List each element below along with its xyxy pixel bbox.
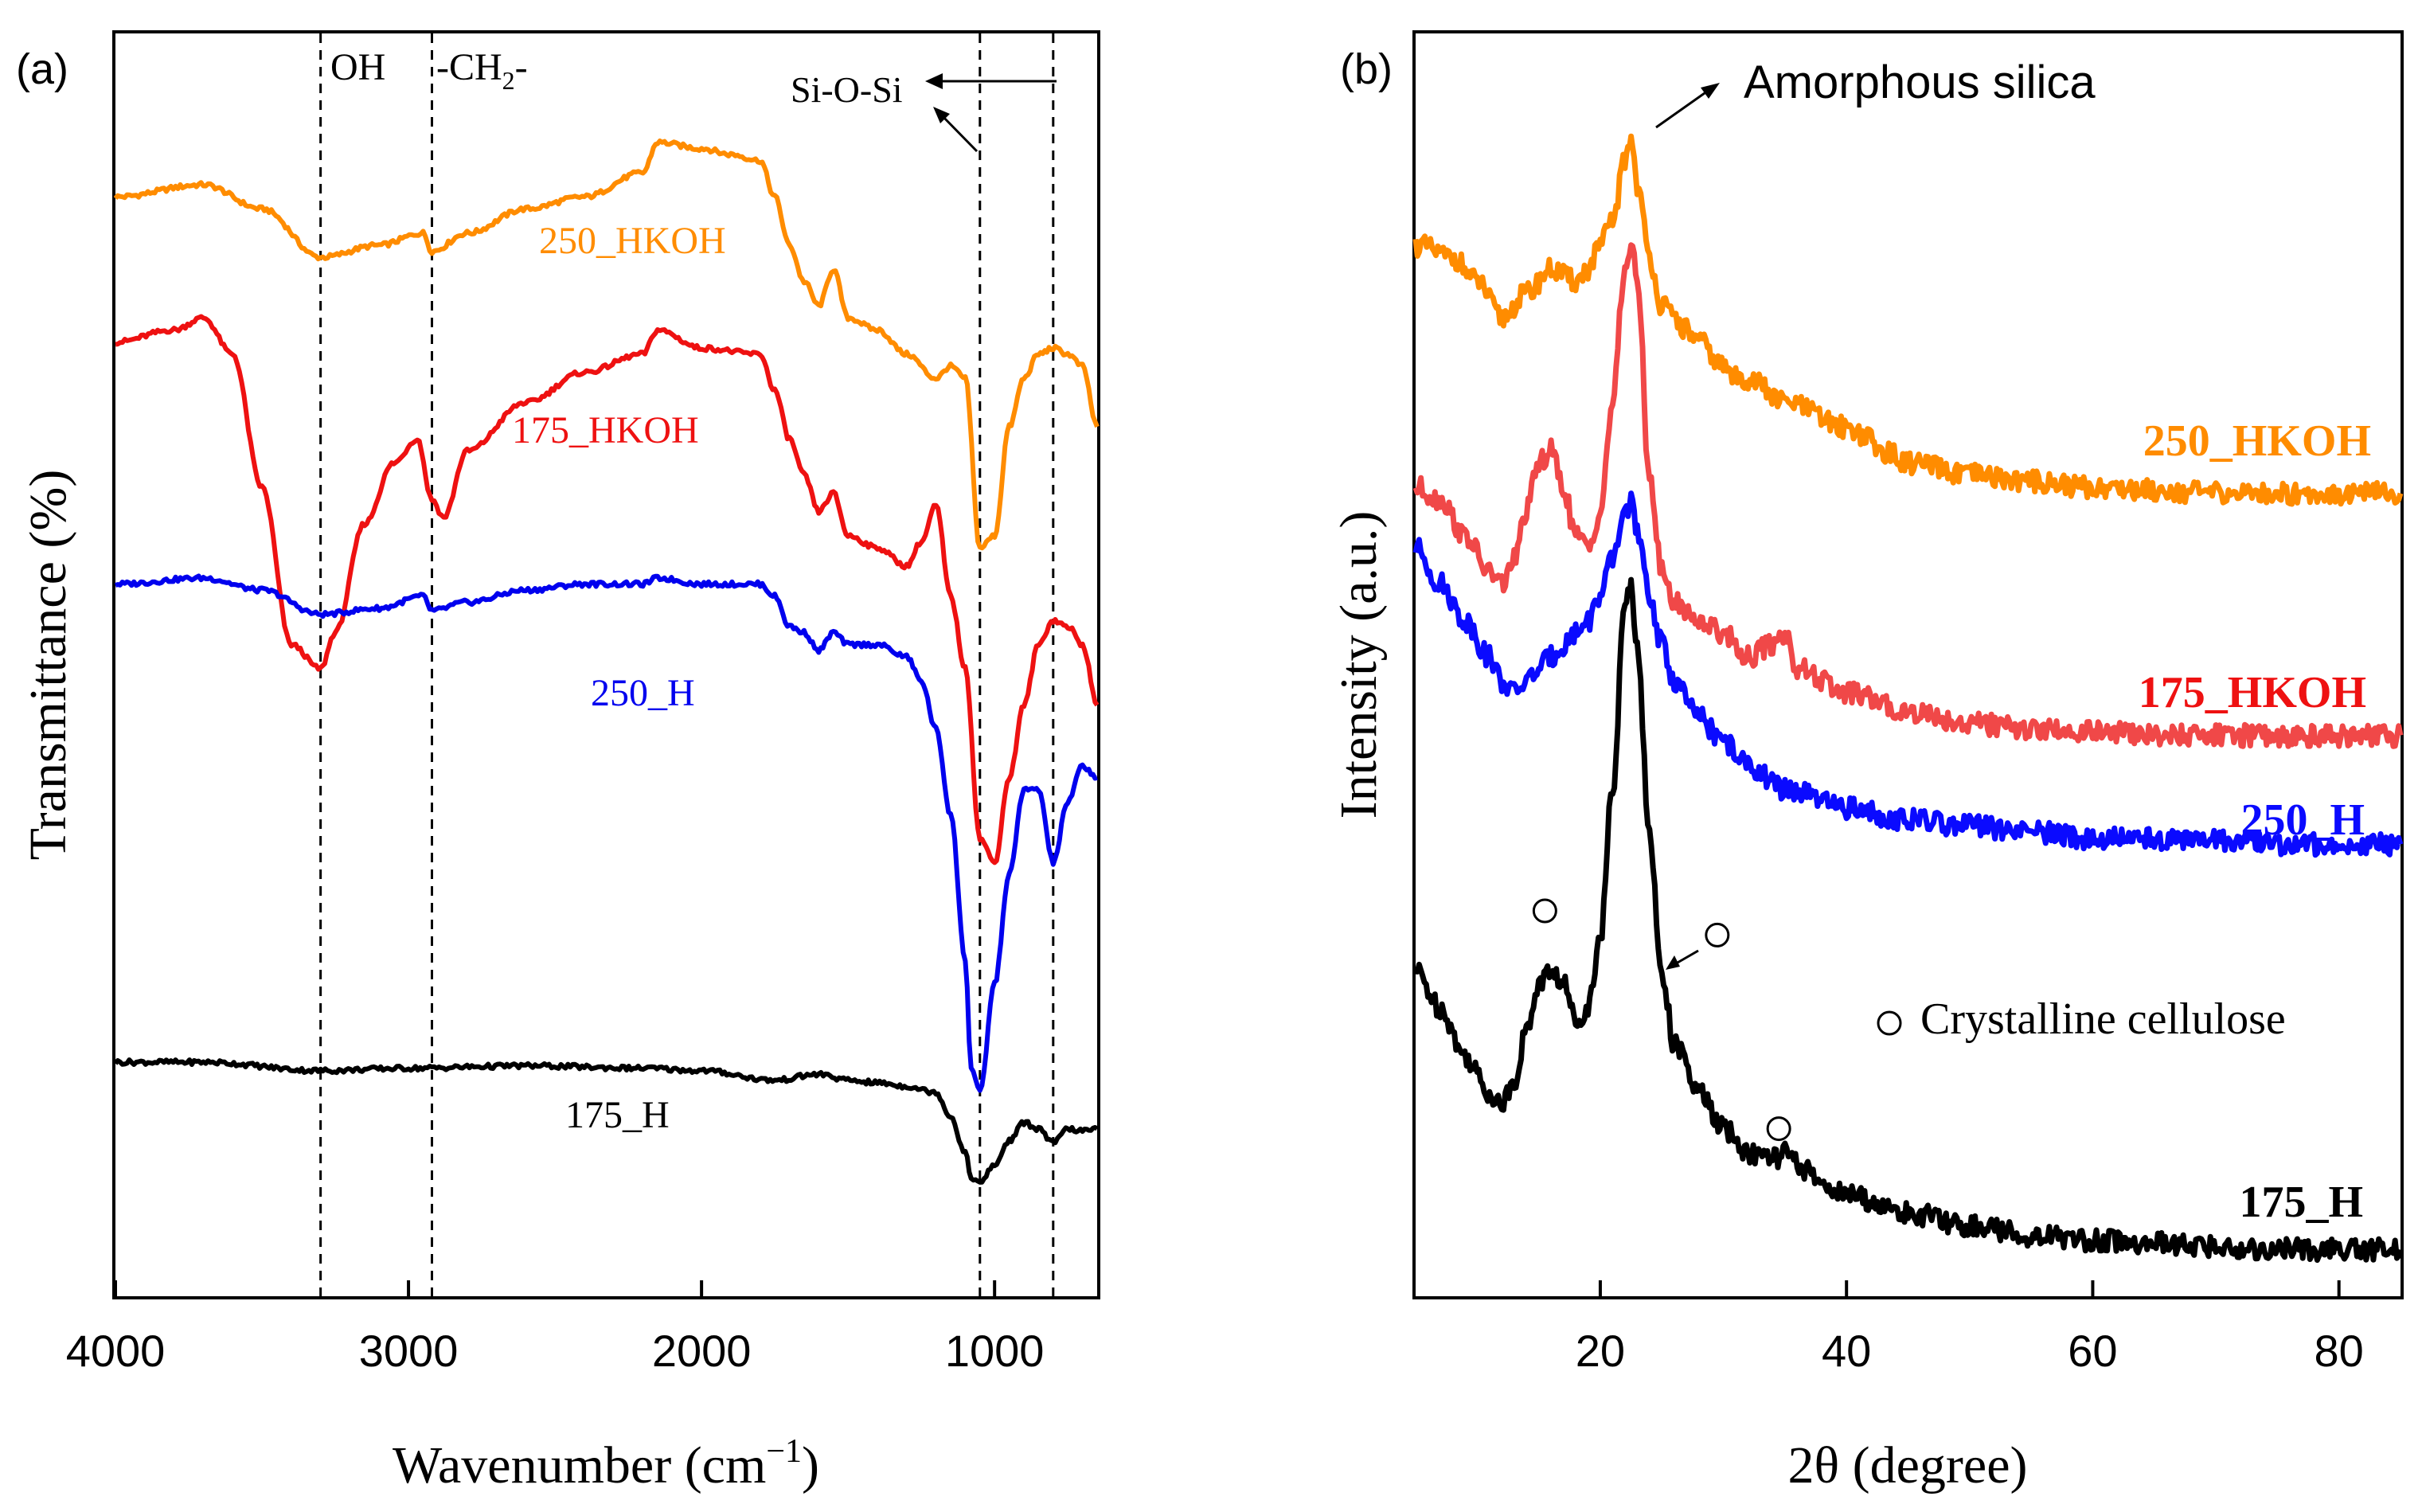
crystalline-marker: [1766, 1116, 1791, 1142]
series-a-250-hkoh: [113, 139, 1100, 551]
x-tick-label-20: 20: [1576, 1326, 1625, 1376]
panel-b-x-ticks: 20 40 60 80: [1576, 1280, 2364, 1376]
panel-b-series: [1412, 133, 2404, 1264]
label-b-175-h: 175_H: [2239, 1178, 2363, 1227]
annotation-ch2-main: -CH: [436, 46, 502, 88]
y-axis-label-a: Transmittance (%): [19, 470, 77, 861]
panel-a-series: [113, 139, 1100, 1185]
x-tick-label-60: 60: [2068, 1326, 2117, 1376]
x-tick-label-4000: 4000: [66, 1326, 166, 1376]
panel-b-frame: [1412, 30, 2404, 1299]
label-b-175-hkoh: 175_HKOH: [2139, 668, 2366, 717]
panel-a-label: (a): [16, 45, 68, 93]
crystalline-marker: [1532, 898, 1557, 924]
arrow-si-o-si-diagonal: [938, 111, 979, 153]
series-b-250-h: [1412, 490, 2404, 858]
x-axis-label-b: 2θ (degree): [1788, 1436, 2028, 1494]
crystalline-marker: [1705, 922, 1730, 947]
series-b-175-h: [1414, 576, 2404, 1264]
panel-a: (a) 4000 3000 2000 1000 OH -CH2- Si: [16, 30, 1100, 1494]
x-axis-label-a-sup: −1: [766, 1433, 802, 1470]
panel-b: (b) 20 40 60 80 Amorphous: [1330, 30, 2404, 1494]
y-axis-label-b: Intensity (a.u.): [1330, 511, 1388, 819]
x-axis-label-a: Wavenumber (cm−1): [393, 1433, 819, 1494]
x-tick-label-1000: 1000: [945, 1326, 1045, 1376]
arrow-crystalline-peak-head: [1666, 955, 1680, 970]
annotation-ch2-sub: 2: [502, 66, 515, 95]
arrow-si-o-si-horizontal-head: [925, 73, 943, 89]
x-axis-label-a-main: Wavenumber (cm: [393, 1436, 766, 1494]
panel-a-x-ticks: 4000 3000 2000 1000: [66, 1280, 1045, 1376]
arrow-si-o-si-diagonal-head: [933, 107, 950, 123]
label-a-250-hkoh: 250_HKOH: [539, 220, 726, 262]
label-b-250-hkoh: 250_HKOH: [2143, 416, 2371, 466]
x-tick-label-80: 80: [2315, 1326, 2364, 1376]
series-b-250-hkoh: [1412, 133, 2404, 507]
label-a-175-hkoh: 175_HKOH: [512, 409, 699, 451]
label-b-250-h: 250_H: [2240, 795, 2365, 845]
annotation-ch2-end: -: [515, 46, 528, 88]
label-a-250-h: 250_H: [591, 672, 695, 714]
panel-a-frame: [112, 30, 1100, 1299]
annotation-si-o-si: Si-O-Si: [791, 69, 903, 110]
x-tick-label-40: 40: [1822, 1326, 1871, 1376]
crystalline-markers: [1532, 898, 1791, 1142]
label-a-175-h: 175_H: [565, 1094, 670, 1136]
x-axis-label-a-close: ): [802, 1436, 819, 1494]
annotation-oh: OH: [330, 46, 385, 88]
arrow-amorphous-silica: [1655, 88, 1711, 129]
x-tick-label-2000: 2000: [652, 1326, 752, 1376]
arrow-amorphous-silica-head: [1701, 83, 1720, 99]
series-b-175-hkoh: [1412, 242, 2404, 749]
panel-b-label: (b): [1340, 45, 1393, 93]
series-a-175-h: [113, 1057, 1099, 1185]
x-tick-label-3000: 3000: [359, 1326, 459, 1376]
annotation-amorphous-silica: Amorphous silica: [1744, 57, 2096, 108]
series-a-250-h: [115, 573, 1098, 1093]
series-a-175-hkoh: [115, 314, 1100, 865]
legend-crystalline-symbol: [1877, 1010, 1902, 1036]
annotation-ch2: -CH2-: [436, 46, 528, 95]
legend-crystalline-text: Crystalline cellulose: [1920, 994, 2286, 1044]
